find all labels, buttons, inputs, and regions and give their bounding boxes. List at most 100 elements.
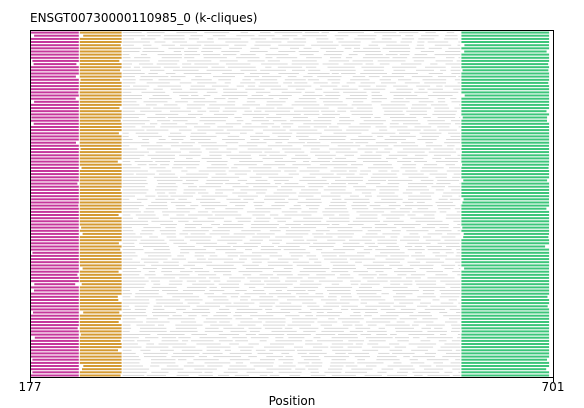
segment-2-row-bar bbox=[80, 349, 118, 352]
segment-3-row-bar bbox=[461, 217, 550, 220]
background-fragment bbox=[375, 249, 400, 251]
background-fragment bbox=[207, 365, 223, 367]
background-fragment bbox=[302, 35, 327, 37]
background-fragment bbox=[172, 120, 188, 122]
segment-2-row-bar bbox=[79, 286, 122, 289]
background-fragment bbox=[264, 280, 281, 282]
background-fragment bbox=[457, 264, 461, 266]
background-fragment bbox=[392, 66, 417, 68]
background-fragment bbox=[122, 161, 131, 162]
background-fragment bbox=[211, 211, 238, 213]
background-fragment bbox=[444, 268, 454, 269]
segment-3-row-bar bbox=[464, 94, 549, 97]
background-fragment bbox=[201, 51, 213, 52]
background-fragment bbox=[435, 60, 453, 62]
background-fragment bbox=[307, 142, 321, 144]
background-fragment bbox=[122, 343, 138, 345]
background-fragment bbox=[337, 107, 354, 109]
segment-1-row-bar bbox=[32, 251, 79, 254]
background-fragment bbox=[437, 98, 446, 100]
background-fragment bbox=[416, 283, 437, 285]
background-fragment bbox=[274, 32, 303, 34]
background-fragment bbox=[190, 205, 199, 207]
background-fragment bbox=[122, 302, 150, 304]
segment-2-row-bar bbox=[79, 157, 122, 160]
background-fragment bbox=[285, 280, 297, 282]
background-fragment bbox=[306, 57, 322, 59]
background-fragment bbox=[212, 230, 230, 232]
segment-2-row-bar bbox=[79, 151, 122, 154]
background-fragment bbox=[378, 352, 390, 354]
background-fragment bbox=[122, 236, 143, 238]
background-fragment bbox=[353, 271, 368, 273]
background-fragment bbox=[406, 277, 421, 279]
background-fragment bbox=[394, 299, 421, 301]
background-fragment bbox=[134, 57, 151, 59]
background-fragment bbox=[249, 280, 261, 282]
background-fragment bbox=[261, 63, 288, 65]
background-fragment bbox=[122, 318, 136, 320]
background-fragment bbox=[277, 66, 303, 68]
background-fragment bbox=[186, 179, 199, 181]
background-fragment bbox=[449, 167, 461, 169]
background-fragment bbox=[458, 195, 461, 197]
background-fragment bbox=[287, 41, 307, 43]
background-fragment bbox=[443, 192, 461, 194]
background-fragment bbox=[405, 246, 413, 247]
background-fragment bbox=[204, 293, 214, 295]
background-fragment bbox=[253, 365, 273, 367]
background-fragment bbox=[139, 330, 167, 332]
segment-2-row-bar bbox=[79, 170, 122, 172]
segment-1-row-bar bbox=[31, 182, 78, 185]
background-fragment bbox=[326, 233, 354, 235]
background-fragment bbox=[254, 44, 271, 46]
background-fragment bbox=[416, 44, 424, 46]
background-fragment bbox=[363, 249, 373, 251]
background-fragment bbox=[229, 359, 250, 361]
background-fragment bbox=[215, 189, 234, 191]
background-fragment bbox=[400, 308, 416, 310]
segment-1-row-bar bbox=[31, 75, 76, 78]
background-fragment bbox=[122, 123, 145, 125]
segment-1-row-bar bbox=[31, 81, 79, 84]
background-fragment bbox=[307, 79, 319, 81]
background-fragment bbox=[377, 277, 402, 279]
background-fragment bbox=[177, 255, 184, 257]
background-fragment bbox=[249, 176, 262, 178]
background-fragment bbox=[427, 277, 455, 279]
background-fragment bbox=[181, 349, 203, 351]
background-fragment bbox=[170, 132, 182, 134]
background-fragment bbox=[269, 349, 295, 351]
background-fragment bbox=[380, 104, 406, 106]
background-fragment bbox=[178, 220, 189, 222]
background-fragment bbox=[122, 271, 142, 273]
background-fragment bbox=[148, 205, 168, 207]
background-fragment bbox=[170, 145, 193, 147]
background-fragment bbox=[322, 211, 349, 213]
background-fragment bbox=[388, 154, 408, 156]
background-fragment bbox=[184, 54, 201, 56]
background-fragment bbox=[456, 249, 461, 251]
background-fragment bbox=[171, 139, 184, 140]
background-fragment bbox=[437, 126, 450, 128]
background-fragment bbox=[299, 271, 326, 273]
background-fragment bbox=[139, 242, 167, 244]
background-fragment bbox=[367, 268, 392, 269]
background-fragment bbox=[298, 312, 312, 313]
background-fragment bbox=[331, 271, 349, 273]
background-fragment bbox=[183, 264, 195, 266]
background-fragment bbox=[276, 189, 293, 191]
background-fragment bbox=[211, 224, 220, 225]
background-fragment bbox=[445, 283, 461, 285]
background-fragment bbox=[222, 110, 237, 112]
background-fragment bbox=[393, 95, 418, 96]
background-fragment bbox=[287, 290, 306, 291]
background-fragment bbox=[186, 104, 205, 106]
background-fragment bbox=[200, 201, 221, 203]
background-fragment bbox=[265, 54, 289, 56]
background-fragment bbox=[203, 57, 227, 59]
background-fragment bbox=[368, 44, 379, 46]
segment-1-row-bar bbox=[31, 267, 79, 270]
background-fragment bbox=[281, 123, 294, 125]
background-fragment bbox=[171, 356, 195, 358]
